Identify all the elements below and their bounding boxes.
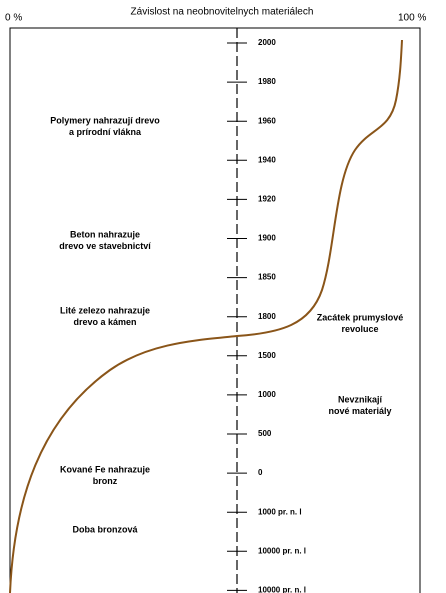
tick-label: 10000 pr. n. l — [258, 586, 306, 593]
tick-label: 1000 pr. n. l — [258, 507, 302, 516]
tick-label: 1000 — [258, 390, 276, 399]
tick-label: 500 — [258, 429, 272, 438]
annotation: bronz — [93, 476, 118, 486]
annotation: Nevznikají — [338, 394, 383, 404]
annotation: a prírodní vlákna — [69, 127, 142, 137]
title: Závislost na neobnovitelnych materiálech — [131, 7, 314, 18]
tick-label: 1940 — [258, 155, 276, 164]
annotation: Doba bronzová — [72, 524, 138, 534]
dependence-curve — [9, 39, 403, 593]
annotation: Kované Fe nahrazuje — [60, 464, 150, 474]
axis-left-label: 0 % — [5, 13, 22, 24]
annotation: Zacátek prumyslové — [317, 312, 404, 322]
annotation: drevo ve stavebnictví — [59, 241, 151, 251]
tick-label: 2000 — [258, 38, 276, 47]
axis-right-label: 100 % — [398, 13, 426, 24]
tick-label: 0 — [258, 468, 263, 477]
tick-label: 1850 — [258, 273, 276, 282]
annotation: nové materiály — [328, 406, 391, 416]
annotation: drevo a kámen — [73, 317, 136, 327]
tick-label: 1980 — [258, 77, 276, 86]
tick-label: 1800 — [258, 312, 276, 321]
annotation: revoluce — [341, 324, 378, 334]
tick-label: 1900 — [258, 234, 276, 243]
tick-label: 1500 — [258, 351, 276, 360]
annotation: Polymery nahrazují drevo — [50, 115, 160, 125]
tick-label: 10000 pr. n. l — [258, 546, 306, 555]
frame — [9, 27, 421, 593]
annotation: Lité zelezo nahrazuje — [60, 305, 150, 315]
annotation: Beton nahrazuje — [70, 229, 140, 239]
tick-label: 1960 — [258, 116, 276, 125]
tick-label: 1920 — [258, 195, 276, 204]
